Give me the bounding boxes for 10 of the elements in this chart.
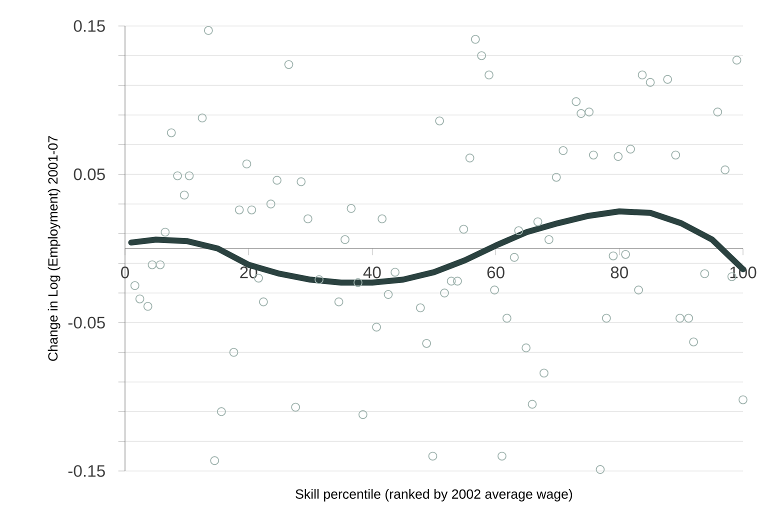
x-axis-title: Skill percentile (ranked by 2002 average wage) [296,489,572,502]
y-tick-label: 0.15 [74,20,105,32]
x-tick-label: 40 [363,266,381,278]
y-axis-title: Change in Log (Employment) 2001-07 [48,136,60,361]
y-tick-label: 0.05 [74,168,105,180]
y-tick-label: -0.05 [68,316,105,329]
x-tick-label: 0 [121,266,129,278]
x-tick-label: 80 [610,266,628,278]
y-tick-label: -0.15 [68,465,105,477]
x-tick-label: 60 [487,266,504,278]
